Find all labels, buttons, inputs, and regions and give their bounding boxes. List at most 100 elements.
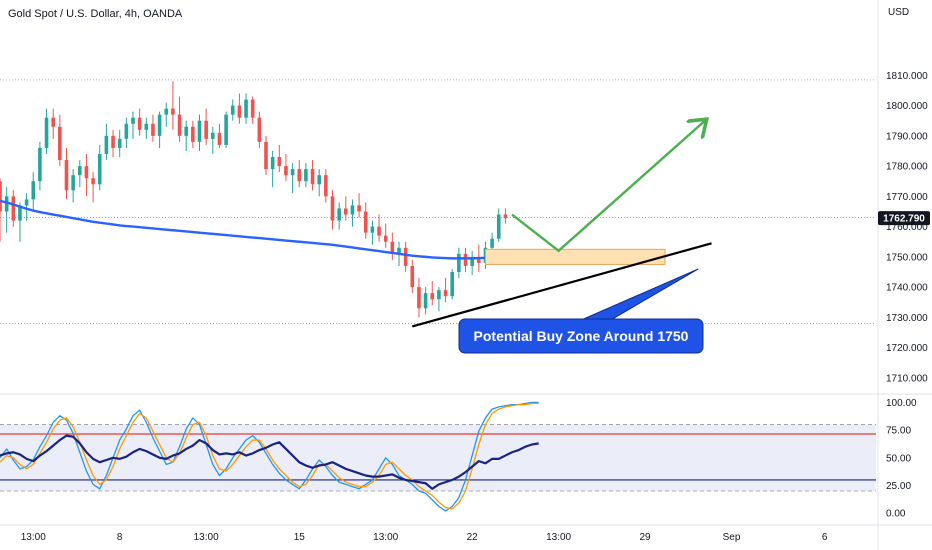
candlesticks (0, 81, 508, 318)
candle-body (131, 117, 135, 124)
candle-body (237, 105, 242, 118)
price-tick-label: 1720.000 (886, 343, 928, 354)
candle-body (370, 226, 375, 233)
candle-body (211, 132, 215, 139)
candle-body (470, 256, 474, 266)
candle-body (197, 120, 202, 142)
candle-body (184, 126, 188, 136)
candle-body (111, 135, 115, 148)
current-price-label: 1762.790 (883, 214, 925, 225)
candle (443, 278, 448, 303)
candle (104, 123, 109, 161)
price-tick-label: 1750.000 (886, 252, 928, 263)
candle (330, 190, 335, 230)
time-tick-label: 13:00 (373, 532, 398, 543)
candle (224, 111, 228, 148)
candle (97, 144, 102, 191)
candle (230, 99, 235, 121)
candle-body (337, 208, 341, 221)
candle (470, 250, 474, 276)
candle (437, 287, 441, 312)
candle (197, 114, 202, 151)
candle (0, 178, 2, 242)
candle-body (477, 256, 481, 263)
candle-body (151, 123, 155, 136)
currency-label: USD (888, 7, 909, 18)
candle-body (463, 253, 468, 266)
candle (264, 135, 268, 176)
candle (4, 187, 9, 233)
candle (51, 108, 55, 139)
candle-body (264, 141, 268, 170)
candle (24, 193, 29, 221)
candle (304, 163, 308, 188)
candle-body (350, 205, 355, 215)
candle-body (304, 169, 308, 182)
oscillator-tick-label: 0.00 (886, 509, 906, 520)
candle (457, 247, 461, 279)
candle (496, 208, 501, 242)
candle (257, 111, 262, 148)
candle-body (171, 108, 175, 115)
candle-body (430, 293, 435, 300)
candle (164, 102, 169, 127)
candle-body (4, 196, 9, 212)
candle-body (91, 178, 95, 185)
candle-body (117, 138, 122, 148)
candle (151, 114, 155, 142)
oscillator-tick-label: 100.00 (886, 398, 917, 409)
candle-body (71, 175, 75, 191)
candle-body (97, 154, 102, 185)
callout-box[interactable] (458, 318, 704, 354)
callout-text: Potential Buy Zone Around 1750 (474, 328, 689, 344)
candle-body (250, 99, 255, 118)
candle-body (284, 166, 288, 176)
candle (31, 172, 36, 212)
candle-body (224, 114, 228, 145)
time-tick-label: 29 (639, 532, 651, 543)
candle-body (410, 265, 415, 288)
price-axis[interactable]: 1710.000 1720.000 1730.000 1740.000 1750.000… (878, 71, 930, 520)
price-tick-label: 1800.000 (886, 101, 928, 112)
drawings: Potential Buy Zone Around 1750 (412, 121, 712, 354)
candle (377, 214, 381, 242)
candle-body (496, 214, 501, 239)
buy-zone-rectangle[interactable] (484, 248, 666, 265)
time-tick-label: 13:00 (194, 532, 219, 543)
oscillator-tick-label: 25.00 (886, 481, 911, 492)
candle (184, 120, 188, 151)
candle (370, 220, 375, 245)
candle (337, 202, 341, 230)
time-tick-label: 13:00 (546, 532, 571, 543)
candle-body (330, 196, 335, 221)
time-tick-label: 8 (117, 532, 123, 543)
candle-body (344, 208, 348, 215)
candle (324, 169, 328, 203)
moving-average-line (0, 199, 506, 260)
candle (144, 117, 149, 139)
candle (383, 223, 388, 248)
candle (403, 241, 408, 272)
candle-body (290, 169, 295, 176)
candle-body (423, 293, 428, 309)
candle (277, 144, 282, 173)
candle-body (443, 290, 448, 297)
candle (417, 278, 421, 318)
candle (244, 93, 248, 124)
support-trendline[interactable] (412, 242, 712, 328)
candle-body (383, 235, 388, 242)
projection-arrow[interactable] (511, 121, 705, 253)
candle-body (244, 99, 248, 118)
candle-body (363, 211, 368, 233)
candle-body (270, 157, 275, 170)
time-tick-label: 6 (822, 532, 828, 543)
candle (117, 129, 122, 158)
candle (58, 114, 62, 167)
candle-body (257, 117, 262, 142)
candle-body (38, 147, 42, 182)
candle-body (297, 169, 302, 182)
oscillator-tick-label: 75.00 (886, 426, 911, 437)
